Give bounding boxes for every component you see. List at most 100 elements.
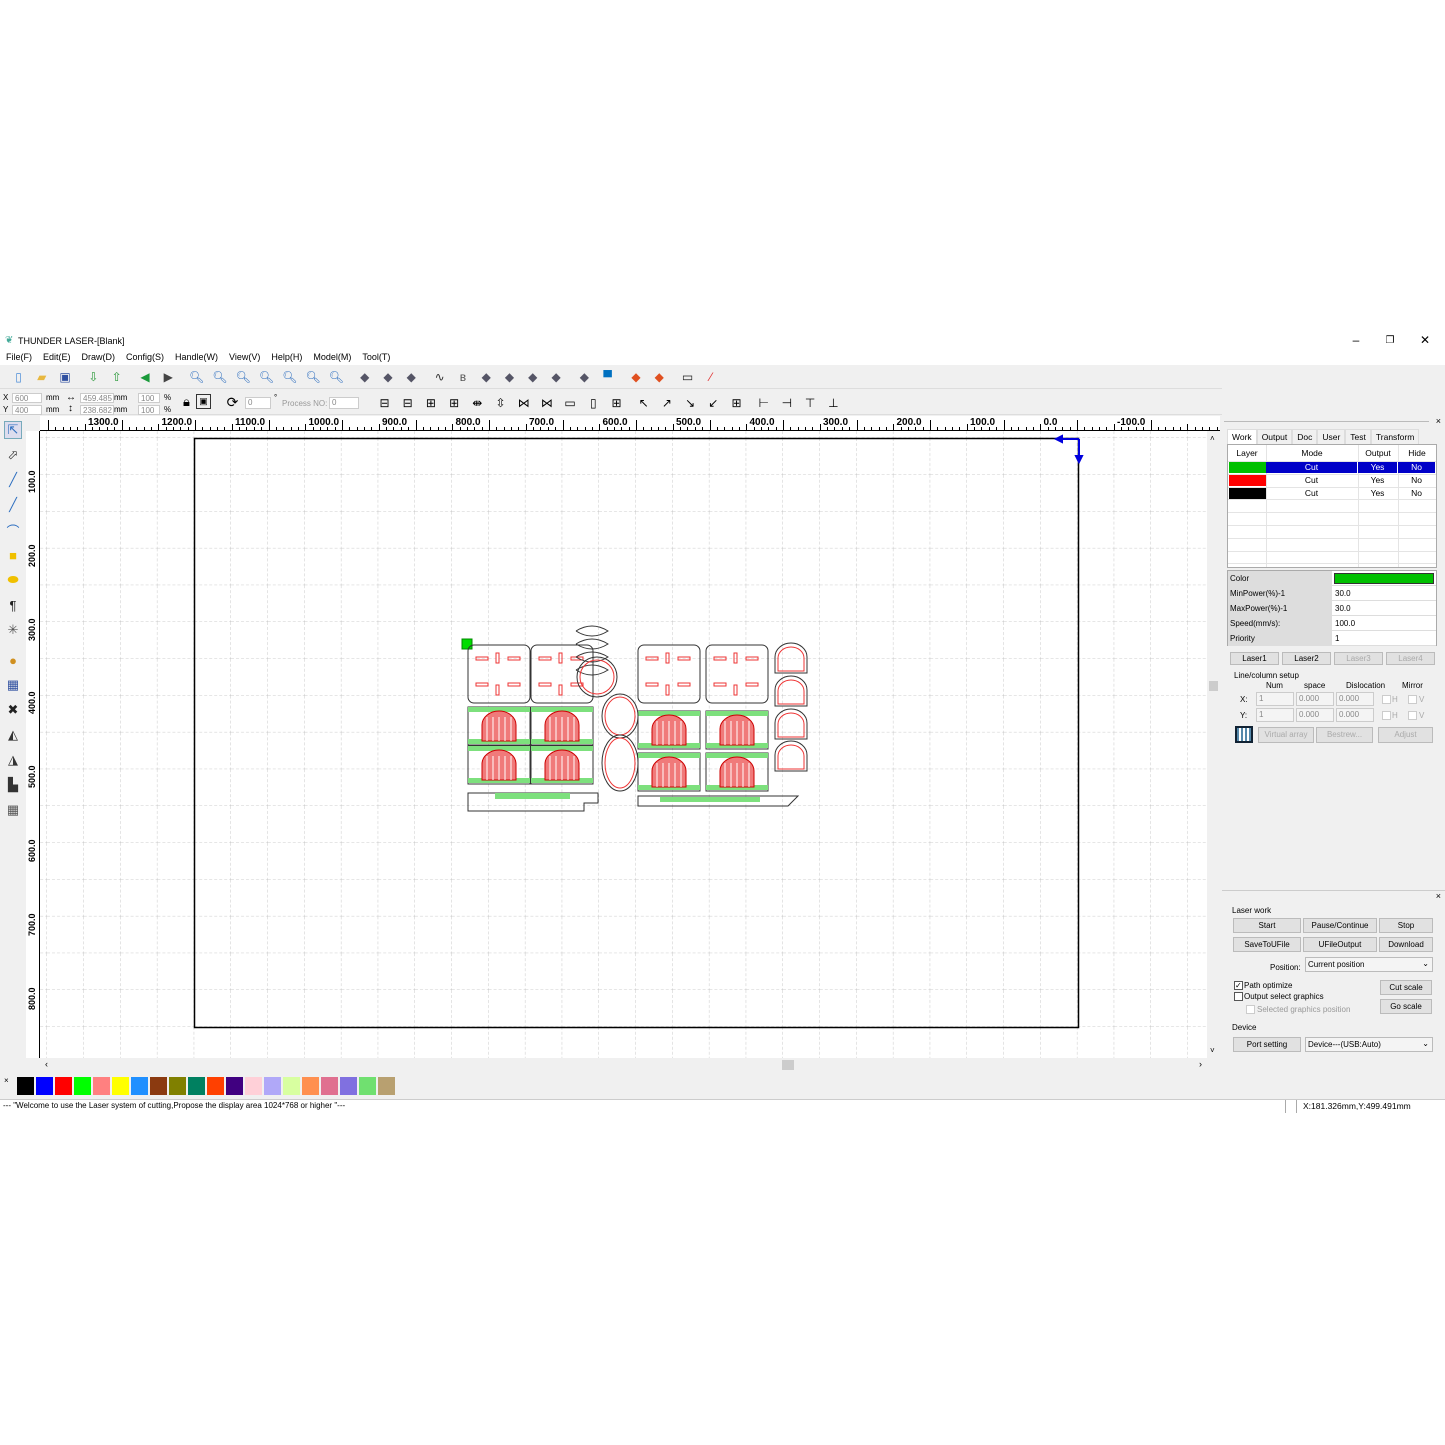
delete-tool-icon[interactable]: ✖: [7, 702, 19, 717]
palette-swatch[interactable]: [169, 1077, 186, 1095]
center-icon[interactable]: ⊞: [611, 396, 622, 410]
zoom-all-icon[interactable]: 🔍︎: [328, 370, 344, 384]
height-field[interactable]: 238.682: [80, 405, 114, 415]
zoom-out-icon[interactable]: 🔍︎: [235, 370, 251, 384]
laser-4-button[interactable]: Laser4: [1386, 652, 1435, 665]
palette-swatch[interactable]: [150, 1077, 167, 1095]
port-setting-button[interactable]: Port setting: [1233, 1037, 1301, 1052]
palette-swatch[interactable]: [245, 1077, 262, 1095]
laser-pen-icon[interactable]: ⁄: [709, 370, 712, 384]
rotate-icon[interactable]: ⟳: [226, 393, 239, 410]
layer-row[interactable]: Cut Yes No: [1228, 462, 1436, 475]
process-no-field[interactable]: 0: [329, 397, 359, 409]
array-x-field[interactable]: 0.000: [1296, 692, 1334, 706]
menu-item[interactable]: View(V): [229, 352, 261, 362]
open-folder-icon[interactable]: ▰: [37, 370, 47, 384]
property-value[interactable]: 1: [1335, 634, 1340, 643]
palette-swatch[interactable]: [188, 1077, 205, 1095]
mirror-v-checkbox[interactable]: [1408, 695, 1417, 704]
palette-swatch[interactable]: [264, 1077, 281, 1095]
menu-item[interactable]: Tool(T): [362, 352, 391, 362]
zoom-select-icon[interactable]: 🔍︎: [282, 370, 298, 384]
array-y-field[interactable]: 0.000: [1336, 708, 1374, 722]
palette-swatch[interactable]: [359, 1077, 376, 1095]
align-h-icon[interactable]: ◆: [528, 370, 538, 384]
vertical-scrollbar[interactable]: ˄ ˅: [1207, 431, 1220, 1058]
align-l-icon[interactable]: ⊢: [758, 396, 769, 410]
path-optimize-checkbox[interactable]: ✓: [1234, 981, 1243, 990]
scale-x-field[interactable]: 100: [138, 393, 160, 403]
center-v-icon[interactable]: ⇳: [495, 396, 506, 410]
polyline-tool-icon[interactable]: ╱: [9, 497, 17, 512]
array-x-field[interactable]: 0.000: [1336, 692, 1374, 706]
mirror-h-tool-icon[interactable]: ◭: [8, 727, 18, 742]
close-button[interactable]: ✕: [1419, 333, 1431, 347]
menu-item[interactable]: Config(S): [126, 352, 165, 362]
camera-icon[interactable]: ▭: [681, 370, 694, 384]
device-select[interactable]: Device---(USB:Auto) ⌄: [1305, 1037, 1433, 1052]
node-edit-icon[interactable]: ◆: [383, 370, 393, 384]
line-tool-icon[interactable]: ╱: [9, 472, 17, 487]
align-bottom-icon[interactable]: ⊟: [402, 396, 413, 410]
restore-button[interactable]: ❐: [1385, 335, 1395, 346]
corner-bl-icon[interactable]: ↙: [708, 396, 719, 410]
node-tool-icon[interactable]: ⬀: [7, 447, 19, 462]
corner-tl-icon[interactable]: ↖: [638, 396, 649, 410]
export-icon[interactable]: ⇧: [111, 370, 122, 384]
grid-array-tool-icon[interactable]: ▦: [6, 677, 20, 692]
array-y-field[interactable]: 0.000: [1296, 708, 1334, 722]
start-button[interactable]: Start: [1233, 918, 1301, 933]
tab-work[interactable]: Work: [1227, 429, 1257, 444]
mirror-v-checkbox[interactable]: [1408, 711, 1417, 720]
text-tool-icon[interactable]: ¶: [9, 597, 17, 613]
frame-tool-icon[interactable]: ▙: [8, 777, 18, 792]
zoom-in-area-icon[interactable]: 🔍︎: [188, 370, 205, 384]
menu-item[interactable]: Edit(E): [43, 352, 71, 362]
tab-transform[interactable]: Transform: [1370, 429, 1420, 444]
property-value[interactable]: 100.0: [1335, 619, 1356, 628]
mirror-h-checkbox[interactable]: [1382, 711, 1391, 720]
tab-output[interactable]: Output: [1256, 429, 1293, 444]
stop-button[interactable]: Stop: [1379, 918, 1433, 933]
frame-icon[interactable]: ◆: [481, 370, 491, 384]
minimize-button[interactable]: –: [1352, 333, 1360, 347]
palette-swatch[interactable]: [55, 1077, 72, 1095]
palette-swatch[interactable]: [226, 1077, 243, 1095]
align-b-icon[interactable]: ⊥: [828, 396, 839, 410]
output-select-checkbox[interactable]: [1234, 992, 1243, 1001]
corner-center-icon[interactable]: ⊞: [731, 396, 742, 410]
same-width-icon[interactable]: ▭: [564, 396, 576, 410]
lock-ratio-icon[interactable]: 🔒︎: [183, 394, 190, 409]
menu-item[interactable]: Handle(W): [175, 352, 219, 362]
zoom-page-icon[interactable]: 🔍︎: [258, 370, 275, 384]
savetoufile-button[interactable]: SaveToUFile: [1233, 937, 1301, 952]
laser-2-button[interactable]: Laser2: [1282, 652, 1331, 665]
tab-test[interactable]: Test: [1345, 429, 1371, 444]
laser-1-button[interactable]: Laser1: [1230, 652, 1279, 665]
align-right-icon[interactable]: ⊞: [449, 396, 460, 410]
menu-item[interactable]: File(F): [6, 352, 32, 362]
palette-swatch[interactable]: [378, 1077, 395, 1095]
dist-v-icon[interactable]: ⋈: [540, 396, 553, 410]
color-swatch[interactable]: [1334, 573, 1434, 584]
scale-y-field[interactable]: 100: [138, 405, 160, 415]
palette-swatch[interactable]: [340, 1077, 357, 1095]
align-r-icon[interactable]: ⊣: [781, 396, 793, 410]
align-t-icon[interactable]: ⊤: [804, 396, 816, 410]
ellipse-tool-icon[interactable]: ⬬: [7, 572, 19, 587]
pausecontinue-button[interactable]: Pause/Continue: [1303, 918, 1377, 933]
panel-close-icon[interactable]: ×: [1435, 416, 1441, 426]
property-value[interactable]: 30.0: [1335, 589, 1351, 598]
palette-swatch[interactable]: [17, 1077, 34, 1095]
adjust-button[interactable]: Adjust: [1378, 727, 1433, 743]
work-canvas[interactable]: [40, 431, 1207, 1058]
anchor-point-icon[interactable]: ▣: [196, 394, 211, 409]
width-field[interactable]: 459.485: [80, 393, 114, 403]
smooth-icon[interactable]: ◆: [406, 370, 416, 384]
tab-doc[interactable]: Doc: [1292, 429, 1318, 444]
bitmap-tool-icon[interactable]: ●: [9, 652, 17, 668]
rectangle-tool-icon[interactable]: ■: [9, 547, 17, 563]
import-icon[interactable]: ⇩: [88, 370, 99, 384]
download-button[interactable]: Download: [1379, 937, 1433, 952]
select-tool-icon[interactable]: ⇱: [4, 421, 22, 439]
